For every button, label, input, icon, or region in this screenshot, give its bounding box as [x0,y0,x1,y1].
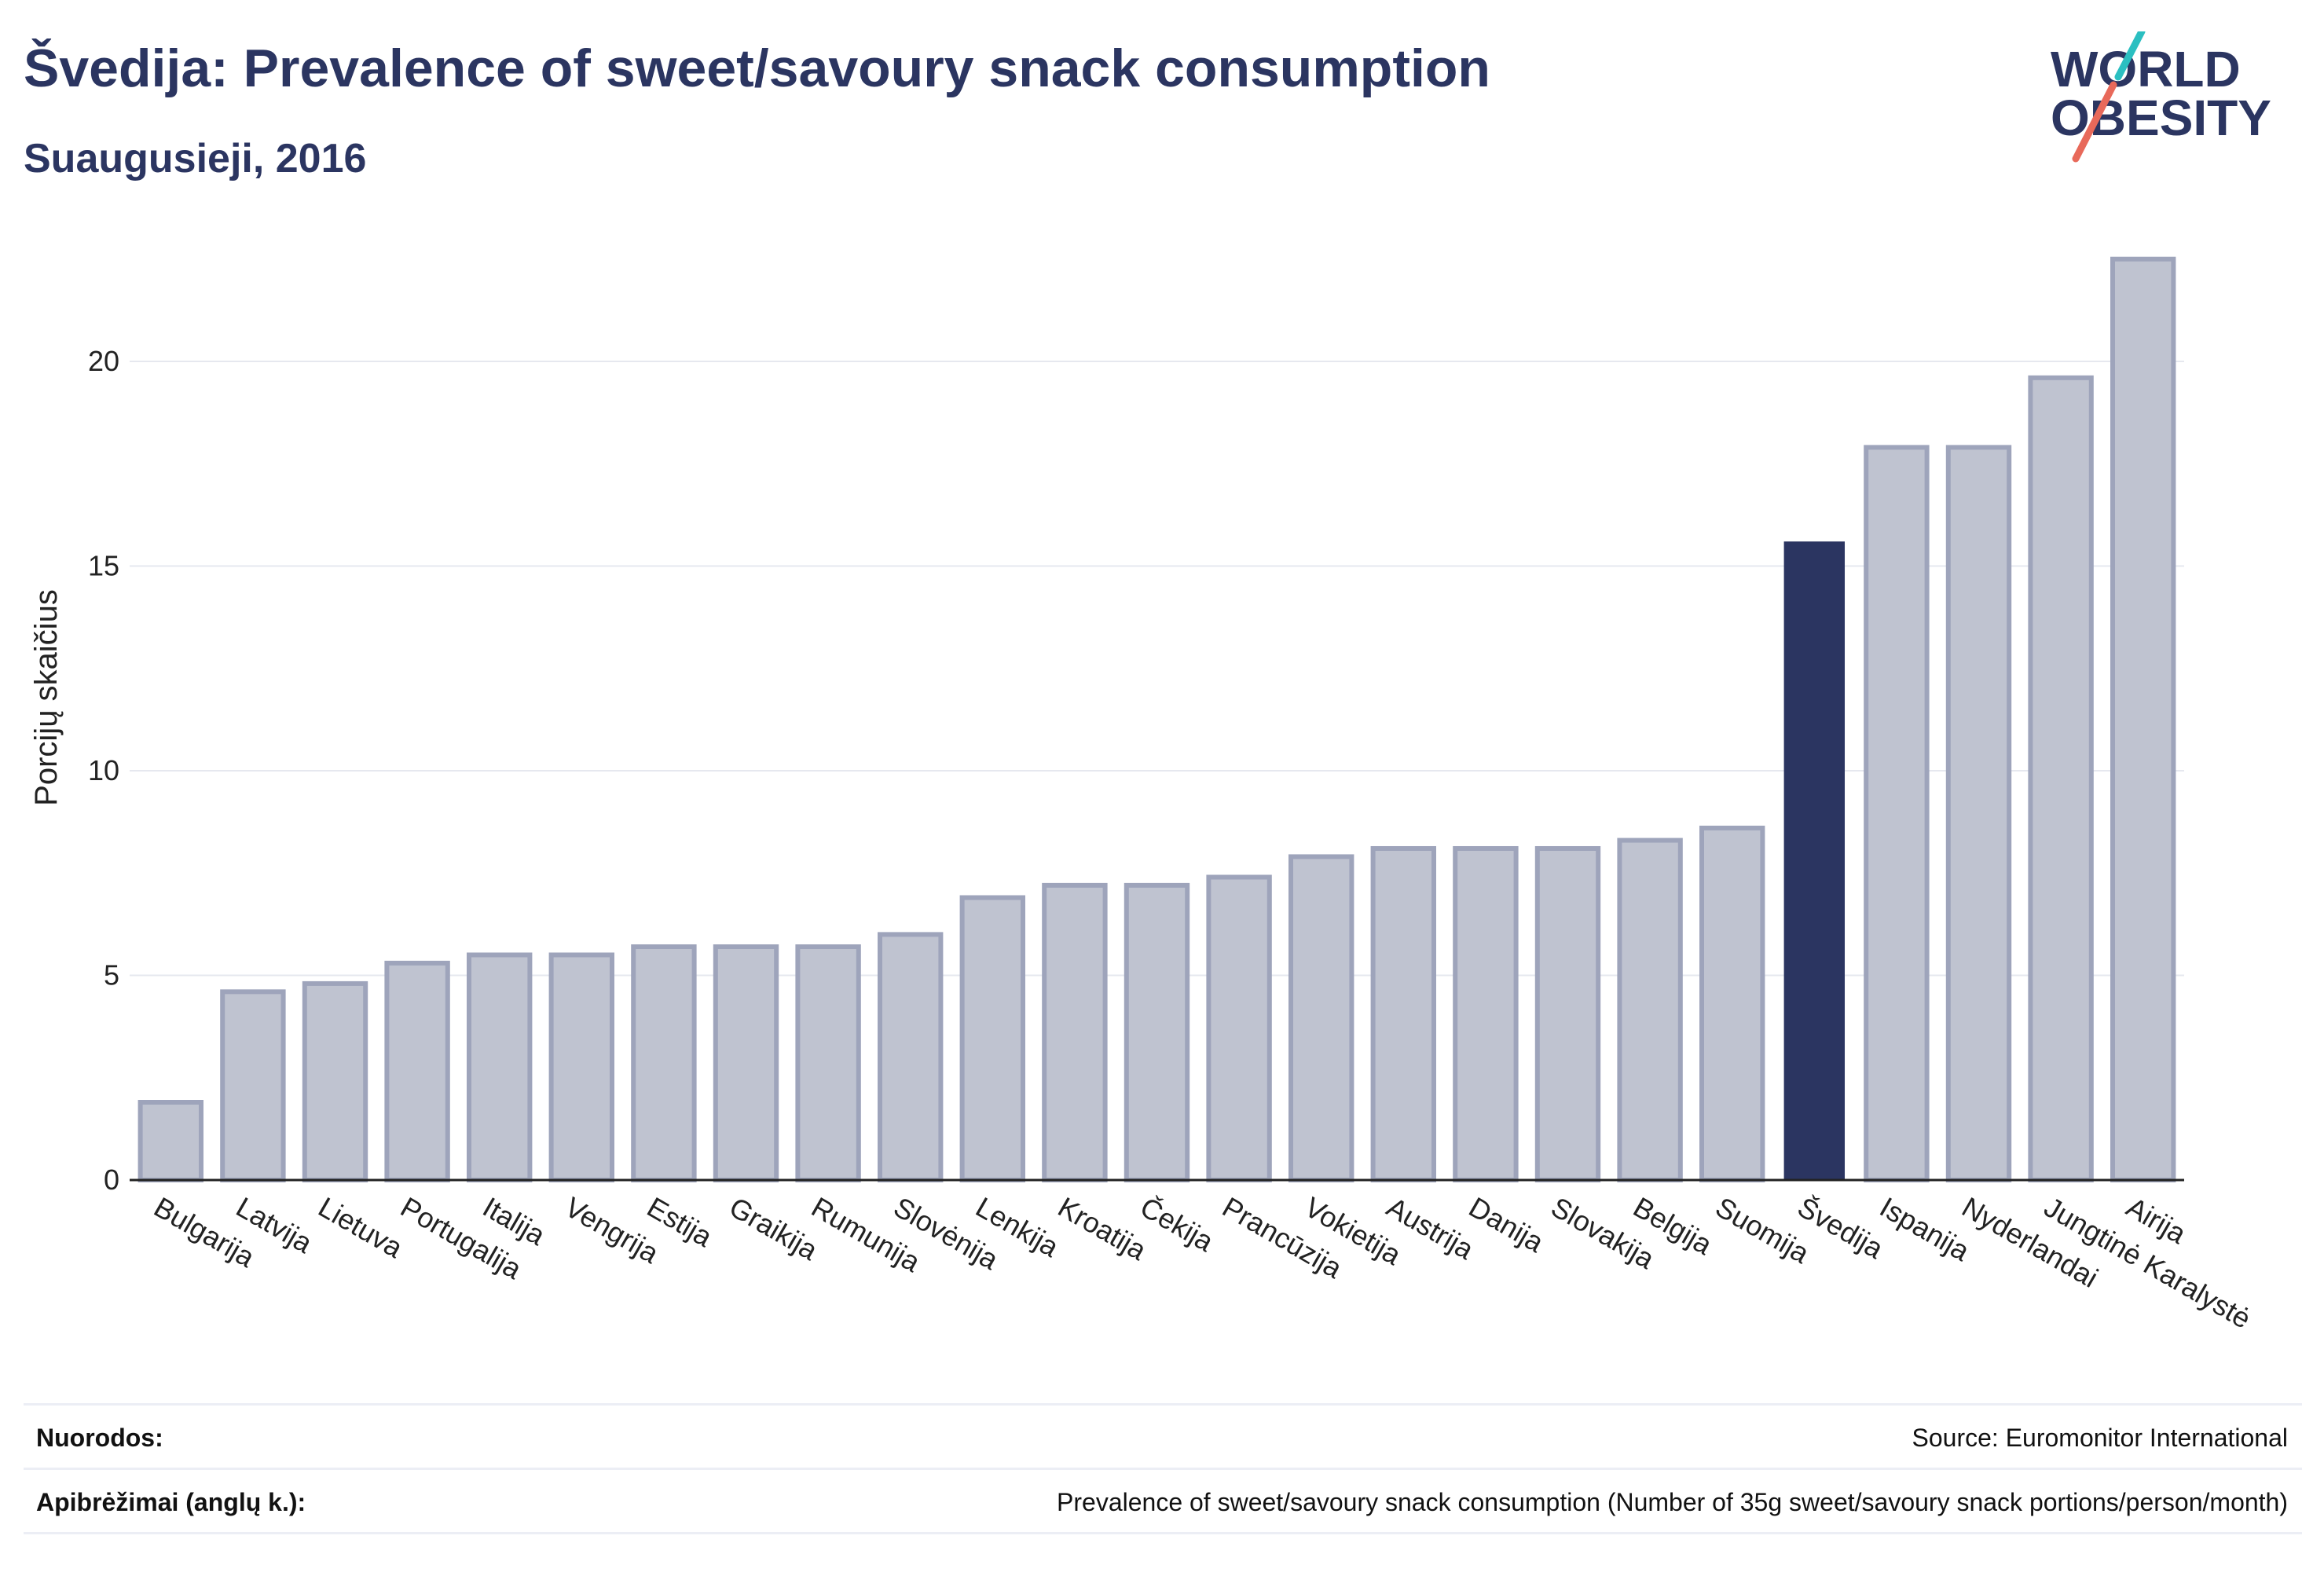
bar-7 [631,944,697,1183]
chart-subtitle: Suaugusieji, 2016 [24,136,367,181]
world-obesity-logo: WORLD OBESITY [2051,31,2271,163]
footer-divider-top [24,1403,2302,1406]
y-tick-label: 5 [104,959,119,991]
bar-14 [1206,874,1272,1182]
bar-22 [1864,445,1930,1182]
bar-20 [1699,825,1765,1182]
y-tick-label: 10 [88,754,119,786]
bar-23 [1945,445,2012,1182]
x-tick-label: Suomija [1710,1190,1816,1270]
footer-references-row: Nuorodos: Source: Euromonitor Internatio… [24,1406,2302,1469]
footer-divider-middle [24,1468,2302,1470]
y-axis-label: Porcijų skaičius [29,589,64,806]
x-tick-label: Lietuva [313,1190,409,1264]
y-tick-label: 15 [88,550,119,582]
bar-13 [1124,882,1190,1182]
bar-24 [2028,375,2094,1182]
x-tick-label: Čekija [1135,1190,1220,1258]
bars [137,256,2176,1183]
x-tick-labels: BulgarijaLatvijaLietuvaPortugalijaItalij… [148,1190,2256,1335]
definitions-label: Apibrėžimai (anglų k.): [36,1488,306,1516]
bar-4 [384,960,450,1182]
footer-divider-bottom [24,1532,2302,1534]
logo-slash-coral [2072,81,2117,163]
bar-25 [2110,256,2176,1182]
bar-1 [137,1100,204,1183]
bar-11 [959,895,1026,1182]
y-tick-label: 0 [104,1164,119,1196]
bar-15 [1288,854,1354,1183]
bar-18 [1534,845,1601,1182]
logo-slash-teal [2114,31,2146,81]
bar-2 [220,989,286,1182]
bar-3 [302,980,368,1183]
bar-8 [713,944,779,1183]
x-tick-label: Vengrija [559,1190,665,1270]
chart-title: Švedija: Prevalence of sweet/savoury sna… [24,38,1490,98]
bar-6 [548,952,615,1182]
x-tick-label: Kroatija [1053,1190,1153,1266]
x-tick-label: Graikija [724,1190,824,1266]
bar-16 [1370,845,1437,1182]
y-tick-label: 20 [88,345,119,377]
x-tick-label: Ispanija [1875,1190,1976,1267]
definitions-value: Prevalence of sweet/savoury snack consum… [1057,1488,2288,1516]
bar-12 [1042,882,1108,1182]
x-tick-label: Danija [1464,1190,1550,1259]
footer-definitions-row: Apibrėžimai (anglų k.): Prevalence of sw… [24,1471,2302,1534]
references-value: Source: Euromonitor International [1912,1424,2288,1452]
bar-19 [1617,837,1683,1182]
bar-17 [1453,845,1519,1182]
bar-21 [1783,541,1846,1180]
bar-9 [795,944,861,1183]
bar-10 [877,932,944,1183]
bar-5 [466,952,533,1182]
bar-chart: 0 5 10 15 20 BulgarijaLatvijaLietuvaPortugal… [29,256,2256,1335]
references-label: Nuorodos: [36,1424,163,1452]
y-tick-labels: 0 5 10 15 20 [88,345,119,1196]
logo-line1: WORLD [2051,41,2241,97]
